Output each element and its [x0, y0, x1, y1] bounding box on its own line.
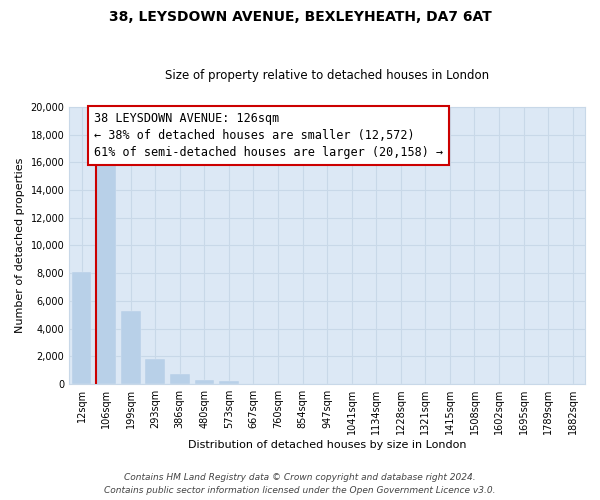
Bar [194, 380, 214, 384]
Bar [72, 272, 91, 384]
Title: Size of property relative to detached houses in London: Size of property relative to detached ho… [165, 69, 489, 82]
Text: 38, LEYSDOWN AVENUE, BEXLEYHEATH, DA7 6AT: 38, LEYSDOWN AVENUE, BEXLEYHEATH, DA7 6A… [109, 10, 491, 24]
Y-axis label: Number of detached properties: Number of detached properties [15, 158, 25, 333]
Text: 38 LEYSDOWN AVENUE: 126sqm
← 38% of detached houses are smaller (12,572)
61% of : 38 LEYSDOWN AVENUE: 126sqm ← 38% of deta… [94, 112, 443, 160]
Text: Contains HM Land Registry data © Crown copyright and database right 2024.
Contai: Contains HM Land Registry data © Crown c… [104, 474, 496, 495]
Bar [219, 381, 239, 384]
Bar [170, 374, 190, 384]
Bar [97, 154, 116, 384]
X-axis label: Distribution of detached houses by size in London: Distribution of detached houses by size … [188, 440, 466, 450]
Bar [121, 310, 140, 384]
Bar [145, 359, 165, 384]
